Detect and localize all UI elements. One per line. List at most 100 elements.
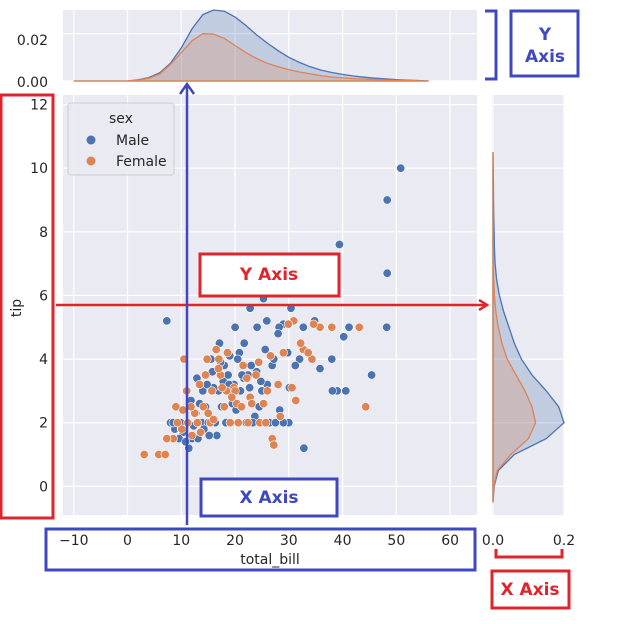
annotation-blue-y-axis-text-line2: Axis (525, 47, 565, 67)
point-female (303, 348, 313, 358)
point-male (246, 360, 256, 370)
point-male (315, 364, 325, 374)
point-male (181, 437, 191, 447)
top-density-male (73, 9, 429, 82)
legend-title: sex (109, 111, 133, 127)
y-axis-label: tip (9, 299, 25, 317)
legend-label-female: Female (116, 154, 167, 170)
legend: sex Male Female (67, 102, 175, 176)
point-male (299, 443, 309, 453)
point-male (327, 386, 337, 396)
point-male (262, 316, 272, 326)
point-male (204, 430, 214, 440)
point-male (273, 329, 283, 339)
point-female (275, 411, 285, 421)
point-male (260, 344, 270, 354)
ytick-label: 12 (30, 98, 48, 114)
top-marginal-panel: 0.02 0.00 (17, 9, 477, 91)
xtick-label: 30 (280, 533, 298, 549)
point-female (254, 357, 264, 367)
ytick-label: 6 (39, 288, 48, 304)
xtick-label: 10 (172, 533, 190, 549)
xtick-label: 20 (226, 533, 244, 549)
point-male (396, 163, 406, 173)
ytick-label: 0 (39, 479, 48, 495)
xtick-label: 50 (387, 533, 405, 549)
point-female (262, 386, 272, 396)
annotation-blue-bracket (485, 9, 498, 81)
point-male (341, 386, 351, 396)
point-male (212, 430, 222, 440)
annotation-blue-arrowhead (178, 81, 196, 95)
point-female (207, 386, 217, 396)
ytick-label: 2 (39, 416, 48, 432)
point-female (296, 338, 306, 348)
right-marginal-background (492, 95, 564, 515)
top-ytick-0.00: 0.00 (17, 75, 48, 91)
point-female (327, 322, 337, 332)
top-density-female (73, 33, 429, 82)
xtick-label: 60 (441, 533, 459, 549)
point-female (203, 408, 213, 418)
point-female (160, 449, 170, 459)
annotation-red-box-y-ticks (0, 93, 55, 520)
annotation-red-bracket (494, 549, 564, 559)
x-axis-label: total_bill (240, 552, 300, 568)
point-female (243, 418, 253, 428)
point-male (162, 316, 172, 326)
point-female (139, 449, 149, 459)
scatter-yticks: 0 2 4 6 8 10 12 (30, 98, 48, 496)
point-female (214, 354, 224, 364)
point-female (273, 379, 283, 389)
point-female (287, 383, 297, 393)
point-female (219, 402, 229, 412)
annotation-blue-y-axis-box (509, 9, 580, 78)
point-female (278, 348, 288, 358)
point-male (339, 332, 349, 342)
point-female (202, 354, 212, 364)
point-male (344, 322, 354, 332)
legend-box (67, 102, 175, 176)
xtick-label: 40 (334, 533, 352, 549)
point-female (211, 344, 221, 354)
annotation-blue-x-axis-box (199, 477, 339, 518)
point-male (334, 240, 344, 250)
point-female (227, 392, 237, 402)
point-female (187, 430, 197, 440)
point-male (233, 354, 243, 364)
point-male (290, 360, 300, 370)
point-male (239, 338, 249, 348)
point-female (213, 364, 223, 374)
legend-label-male: Male (116, 133, 149, 149)
point-female (198, 402, 208, 412)
right-density-female (492, 152, 537, 503)
annotation-blue-box-x-ticks (44, 527, 477, 572)
point-male (252, 322, 262, 332)
point-female (238, 360, 248, 370)
point-male (298, 322, 308, 332)
point-female (265, 351, 275, 361)
ytick-label: 4 (39, 352, 48, 368)
point-male (295, 354, 305, 364)
legend-marker-male (86, 135, 96, 145)
right-xtick-0.2: 0.2 (553, 533, 575, 549)
right-marginal-density (492, 152, 565, 503)
annotation-blue-y-axis-text-line1: Y (538, 25, 552, 45)
point-male (382, 322, 392, 332)
point-female (195, 379, 205, 389)
top-ytick-0.02: 0.02 (17, 33, 48, 49)
point-female (247, 399, 257, 409)
point-male (327, 354, 337, 364)
point-female (209, 414, 219, 424)
point-female (233, 418, 243, 428)
point-female (223, 348, 233, 358)
scatter-xticks: −10 0 10 20 30 40 50 60 (59, 533, 459, 549)
point-female (251, 370, 261, 380)
annotations: Y Axis X Axis Y Axis X Axis (0, 9, 580, 610)
point-female (217, 383, 227, 393)
point-female (242, 373, 252, 383)
right-marginal-panel: 0.0 0.2 (482, 95, 575, 549)
point-female (192, 418, 202, 428)
point-male (382, 268, 392, 278)
